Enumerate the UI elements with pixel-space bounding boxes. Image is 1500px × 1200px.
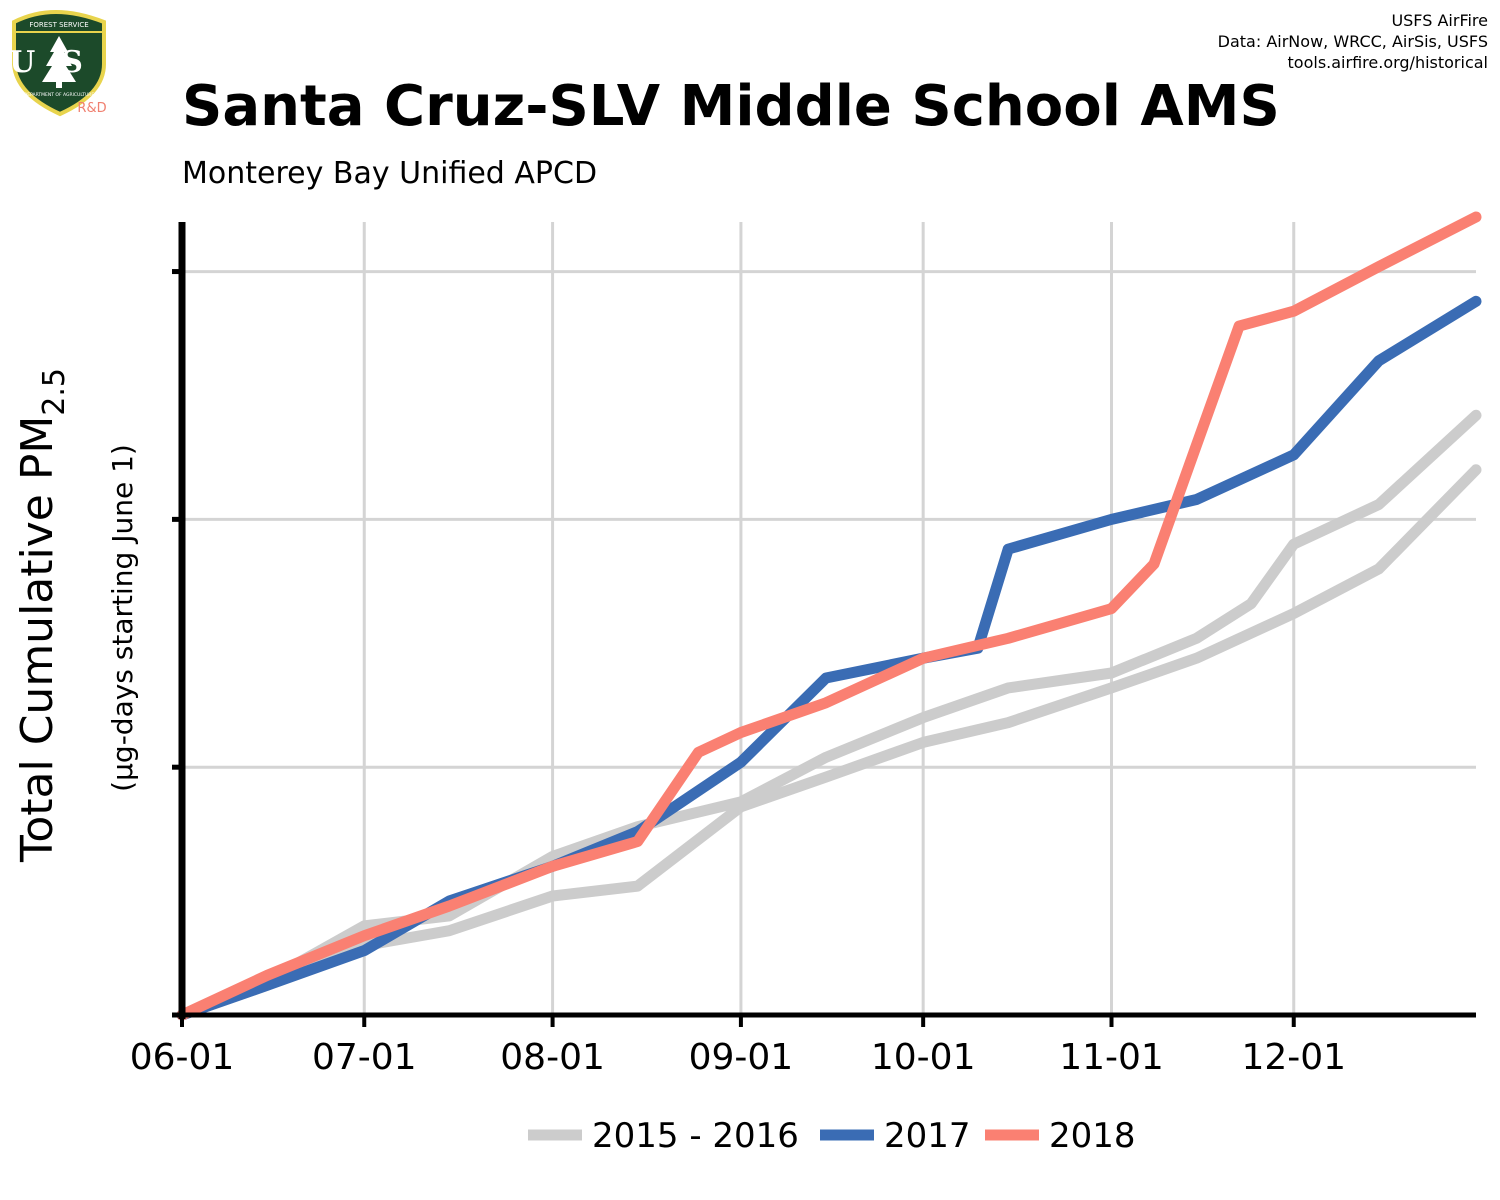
pine-tree-icon [42, 36, 76, 88]
credit-line: USFS AirFire [1391, 11, 1488, 30]
credit-line: tools.airfire.org/historical [1287, 53, 1488, 72]
logo-bottom-text: DEPARTMENT OF AGRICULTURE [24, 92, 95, 98]
legend-label: 2015 - 2016 [592, 1116, 799, 1156]
forest-service-logo: FOREST SERVICE US DEPARTMENT OF AGRICULT… [9, 9, 109, 117]
series-line [176, 409, 1482, 1021]
x-tick-label: 08-01 [500, 1037, 605, 1078]
x-tick-label: 10-01 [871, 1037, 976, 1078]
logo-rd-label: R&D [77, 101, 106, 116]
x-tick-label: 12-01 [1241, 1037, 1346, 1078]
logo-top-text: FOREST SERVICE [29, 21, 88, 29]
legend-label: 2018 [1049, 1116, 1136, 1156]
chart-subtitle: Monterey Bay Unified APCD [182, 156, 598, 191]
y-axis-label: Total Cumulative PM2.5 [12, 368, 72, 863]
series-line [176, 464, 1482, 1021]
x-tick-label: 09-01 [689, 1037, 794, 1078]
y-axis-units: (µg-days starting June 1) [106, 444, 139, 792]
x-axis-ticks: 06-01 07-01 08-01 09-01 10-01 11-01 12-01 [130, 1015, 1346, 1078]
axes [172, 222, 1476, 1019]
legend: 2015 - 2016 2017 2018 [528, 1116, 1136, 1156]
series-lines [176, 211, 1482, 1021]
legend-label: 2017 [884, 1116, 971, 1156]
series-line [176, 295, 1482, 1021]
x-tick-label: 11-01 [1059, 1037, 1164, 1078]
credits-block: USFS AirFire Data: AirNow, WRCC, AirSis,… [1218, 10, 1488, 73]
series-line [176, 211, 1482, 1021]
x-tick-label: 06-01 [130, 1037, 235, 1078]
x-tick-label: 07-01 [312, 1037, 417, 1078]
chart-title: Santa Cruz-SLV Middle School AMS [182, 74, 1280, 139]
credit-line: Data: AirNow, WRCC, AirSis, USFS [1217, 32, 1488, 51]
logo-letters: US [9, 45, 109, 80]
